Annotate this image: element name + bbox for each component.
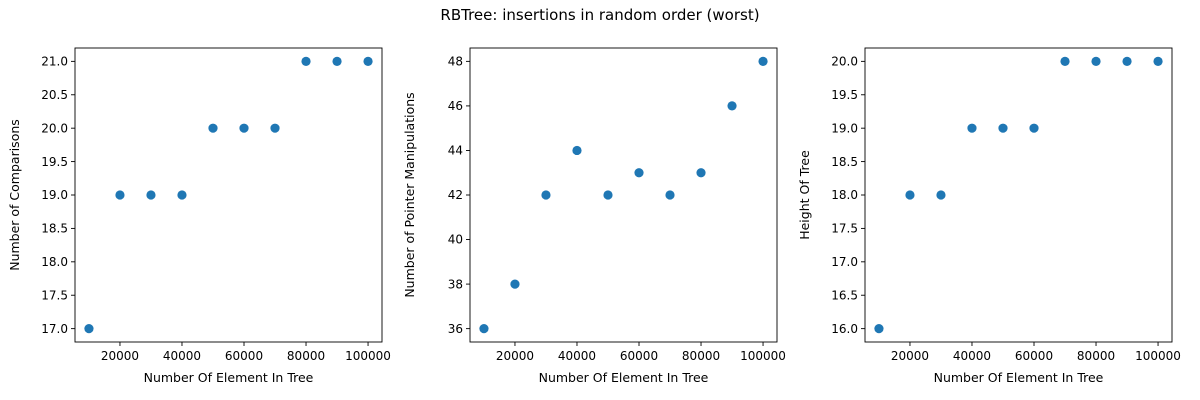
x-tick-label: 40000 [558,349,596,363]
plot-frame [469,47,778,343]
y-tick-label: 20.0 [831,55,858,69]
scatter-point [1153,56,1163,66]
y-tick-label: 18.5 [831,155,858,169]
scatter-point [1060,56,1070,66]
x-tick-label: 60000 [1015,349,1053,363]
scatter-point [758,56,768,66]
scatter-point [696,168,706,178]
x-tick-label: 60000 [225,349,263,363]
scatter-point [874,324,884,334]
y-tick-label: 18.0 [831,188,858,202]
y-tick-label: 17.5 [831,222,858,236]
x-tick-label: 20000 [101,349,139,363]
y-tick-label: 20.5 [41,88,68,102]
y-tick-label: 18.5 [41,222,68,236]
y-tick-label: 42 [448,188,463,202]
scatter-point [115,190,125,200]
scatter-point [905,190,915,200]
scatter-point [1029,123,1039,133]
y-tick-label: 19.5 [831,88,858,102]
scatter-point [541,190,551,200]
y-tick-label: 46 [448,99,463,113]
scatter-point [84,324,94,334]
figure-title: RBTree: insertions in random order (wors… [440,6,760,24]
x-tick-label: 80000 [682,349,720,363]
y-axis-label: Height Of Tree [797,150,812,240]
scatter-point [998,123,1008,133]
scatter-point [665,190,675,200]
scatter-point [479,324,489,334]
y-tick-label: 19.5 [41,155,68,169]
x-axis-label: Number Of Element In Tree [144,370,314,385]
y-tick-label: 19.0 [41,188,68,202]
scatter-point [1122,56,1132,66]
x-tick-label: 40000 [953,349,991,363]
scatter-point [727,101,737,111]
chart-panel-2: 20000 40000 60000 80000 100000 36 38 40 42 44 46 48… [402,47,786,385]
y-tick-label: 17.5 [41,288,68,302]
y-axis-label: Number of Comparisons [7,119,22,271]
scatter-point [603,190,613,200]
chart-panel-3: 20000 40000 60000 80000 100000 16.0 16.5 17.0 17… [797,47,1181,385]
y-tick-label: 17.0 [41,322,68,336]
scatter-point [301,56,311,66]
y-tick-label: 40 [448,233,463,247]
x-tick-label: 80000 [287,349,325,363]
x-tick-label: 80000 [1077,349,1115,363]
scatter-point [146,190,156,200]
x-tick-label: 20000 [496,349,534,363]
x-tick-label: 40000 [163,349,201,363]
scatter-point [208,123,218,133]
x-axis-label: Number Of Element In Tree [934,370,1104,385]
scatter-point [177,190,187,200]
y-tick-label: 48 [448,55,463,69]
y-tick-label: 38 [448,277,463,291]
y-tick-label: 16.0 [831,322,858,336]
scatter-point [332,56,342,66]
y-tick-label: 44 [448,144,463,158]
y-tick-label: 16.5 [831,288,858,302]
x-tick-label: 100000 [740,349,786,363]
x-tick-label: 60000 [620,349,658,363]
scatter-point [572,145,582,156]
chart-panel-1: 20000 40000 60000 80000 100000 17.0 17.5 18.0 18… [7,47,391,385]
scatter-point [270,123,280,133]
scatter-point [1091,56,1101,66]
scatter-point [510,279,520,289]
y-tick-label: 17.0 [831,255,858,269]
scatter-point [634,168,644,178]
x-tick-label: 20000 [891,349,929,363]
x-tick-label: 100000 [345,349,391,363]
y-tick-label: 19.0 [831,121,858,135]
y-tick-label: 36 [448,322,463,336]
scatter-point [967,123,977,133]
y-tick-label: 18.0 [41,255,68,269]
y-axis-label: Number of Pointer Manipulations [402,92,417,297]
y-tick-label: 20.0 [41,121,68,135]
scatter-point [936,190,946,200]
scatter-point [239,123,249,133]
x-tick-label: 100000 [1135,349,1181,363]
y-tick-label: 21.0 [41,55,68,69]
x-axis-label: Number Of Element In Tree [539,370,709,385]
scatter-point [363,56,373,66]
